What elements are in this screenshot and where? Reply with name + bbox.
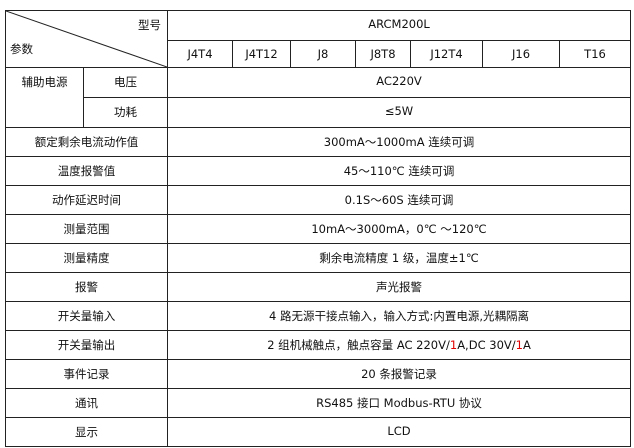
highlight-number: 1 [515,338,523,352]
voltage-value: AC220V [166,67,632,98]
spec-table: 型号 参数 ARCM200L J4T4 J4T12 J8 J8T8 J12T4 … [5,10,632,447]
variant-j8t8: J8T8 [355,40,411,68]
model-name: ARCM200L [166,10,632,41]
value-text: 2 组机械触点，触点容量 AC 220V/ [267,338,450,352]
row-value: 声光报警 [166,272,632,302]
row-value: 300mA～1000mA 连续可调 [166,127,632,157]
row-value: LCD [166,417,632,447]
row-label: 开关量输入 [5,301,168,331]
header-corner-cell: 型号 参数 [5,10,168,68]
param-label: 参数 [10,42,33,56]
variant-t16: T16 [558,40,632,68]
row-label: 事件记录 [5,359,168,389]
variant-j12t4: J12T4 [410,40,483,68]
aux-power-label: 辅助电源 [5,67,84,128]
row-value: 2 组机械触点，触点容量 AC 220V/1A,DC 30V/1A [166,330,632,360]
row-value: 剩余电流精度 1 级，温度±1℃ [166,243,632,273]
variant-j16: J16 [482,40,560,68]
row-value: 0.1S～60S 连续可调 [166,185,632,215]
voltage-label: 电压 [83,67,168,98]
row-label: 显示 [5,417,168,447]
power-value: ≤5W [166,97,632,128]
row-label: 动作延迟时间 [5,185,168,215]
row-value: 10mA～3000mA，0℃ ～120℃ [166,214,632,244]
value-text: A [522,338,531,352]
power-label: 功耗 [83,97,168,128]
value-text: A,DC 30V/ [457,338,516,352]
row-value: 20 条报警记录 [166,359,632,389]
row-label: 测量范围 [5,214,168,244]
model-label: 型号 [138,18,161,32]
row-label: 额定剩余电流动作值 [5,127,168,157]
variant-j8: J8 [290,40,356,68]
row-label: 报警 [5,272,168,302]
row-value: 45～110℃ 连续可调 [166,156,632,186]
row-value: RS485 接口 Modbus-RTU 协议 [166,388,632,418]
variant-j4t12: J4T12 [232,40,291,68]
row-label: 测量精度 [5,243,168,273]
diagonal-line [6,11,167,67]
row-label: 开关量输出 [5,330,168,360]
variant-j4t4: J4T4 [167,40,233,68]
row-label: 温度报警值 [5,156,168,186]
row-label: 通讯 [5,388,168,418]
row-value: 4 路无源干接点输入，输入方式:内置电源,光耦隔离 [166,301,632,331]
highlight-number: 1 [449,338,458,352]
